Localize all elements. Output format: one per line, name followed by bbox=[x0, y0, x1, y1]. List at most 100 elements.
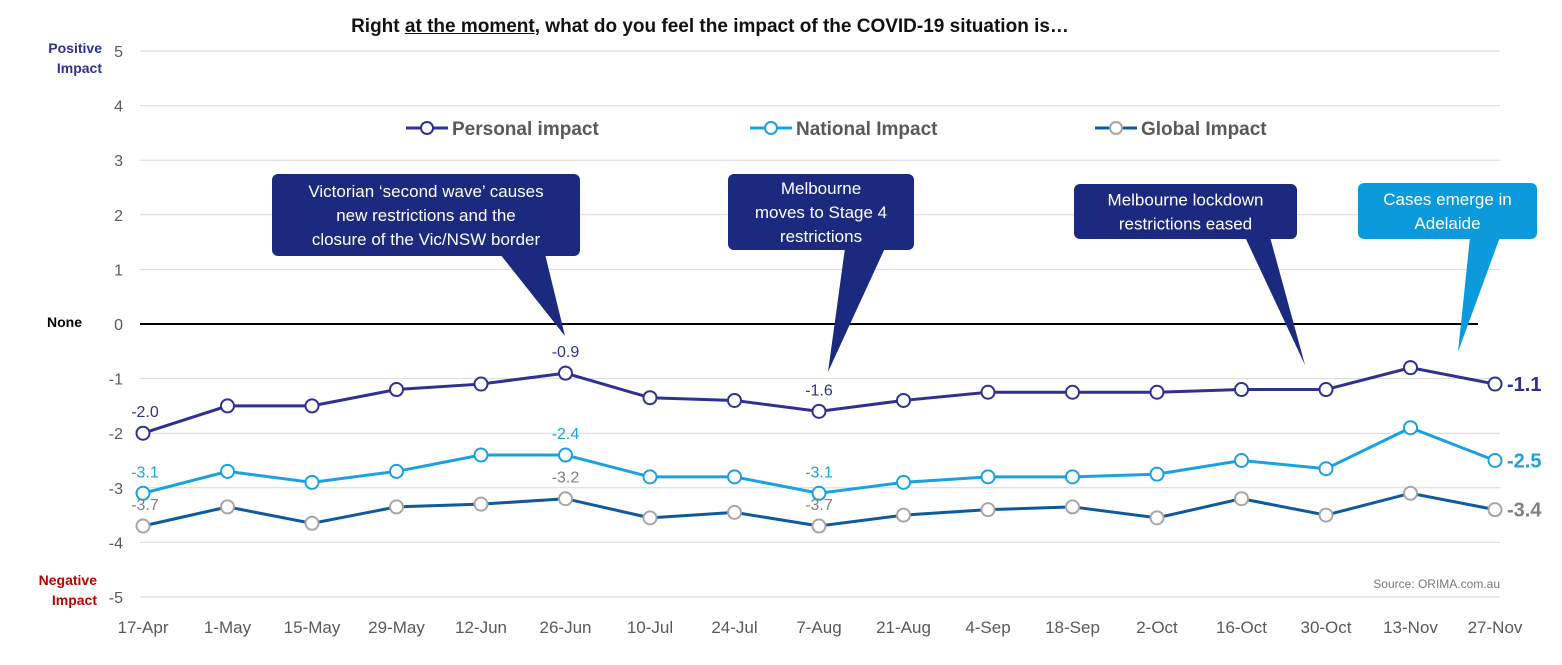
data-point bbox=[1403, 485, 1418, 501]
callout-box bbox=[728, 174, 914, 250]
data-point bbox=[980, 384, 996, 400]
y-tick-label: 3 bbox=[114, 153, 123, 170]
data-point bbox=[896, 392, 911, 408]
end-label: -1.1 bbox=[1507, 374, 1541, 396]
data-point bbox=[642, 510, 658, 526]
data-label: -0.9 bbox=[552, 344, 580, 361]
data-point bbox=[727, 469, 742, 485]
callout-box bbox=[1358, 183, 1537, 239]
x-tick-label: 21-Aug bbox=[876, 618, 931, 637]
data-point bbox=[1149, 466, 1165, 482]
x-tick-label: 27-Nov bbox=[1468, 618, 1523, 637]
data-label: -2.0 bbox=[131, 404, 159, 421]
y-tick-label: 1 bbox=[114, 262, 123, 279]
data-point bbox=[304, 515, 320, 531]
data-point bbox=[727, 504, 742, 520]
data-point bbox=[1065, 469, 1080, 485]
x-tick-label: 29-May bbox=[368, 618, 425, 637]
data-point bbox=[1234, 491, 1249, 507]
end-label: -2.5 bbox=[1507, 451, 1541, 473]
source-note: Source: ORIMA.com.au bbox=[1373, 577, 1500, 591]
y-tick-label: -3 bbox=[109, 481, 123, 498]
legend-marker bbox=[420, 121, 434, 135]
legend-label: Personal impact bbox=[452, 119, 599, 140]
data-point bbox=[220, 499, 235, 515]
positive-impact-label: Positive Impact bbox=[48, 40, 102, 76]
callout-text: Melbourne lockdown bbox=[1108, 191, 1264, 210]
legend-label: National Impact bbox=[796, 119, 938, 140]
data-point bbox=[1487, 376, 1503, 392]
legend-label: Global Impact bbox=[1141, 119, 1267, 140]
x-tick-label: 10-Jul bbox=[627, 618, 673, 637]
data-point bbox=[811, 403, 827, 419]
x-tick-label: 26-Jun bbox=[540, 618, 592, 637]
x-tick-label: 4-Sep bbox=[965, 618, 1010, 637]
data-point bbox=[1234, 382, 1249, 398]
data-point bbox=[304, 398, 320, 414]
data-point bbox=[1318, 461, 1334, 477]
data-point bbox=[1149, 384, 1165, 400]
y-tick-label: -5 bbox=[109, 590, 123, 607]
data-point bbox=[389, 499, 404, 515]
data-point bbox=[389, 382, 404, 398]
data-point bbox=[980, 502, 996, 518]
callout-box bbox=[1074, 184, 1297, 239]
x-tick-label: 15-May bbox=[284, 618, 341, 637]
callout-text: Victorian ‘second wave’ causes bbox=[308, 182, 543, 201]
data-point bbox=[642, 469, 658, 485]
callout-text: Melbourne bbox=[781, 179, 861, 198]
data-label: -3.7 bbox=[131, 497, 159, 514]
legend-marker bbox=[764, 121, 778, 135]
x-tick-label: 12-Jun bbox=[455, 618, 507, 637]
x-tick-label: 2-Oct bbox=[1136, 618, 1178, 637]
data-point bbox=[1065, 384, 1080, 400]
y-tick-label: 5 bbox=[114, 44, 123, 61]
none-label: None bbox=[47, 314, 82, 330]
callout-text: moves to Stage 4 bbox=[755, 203, 887, 222]
data-point bbox=[1487, 453, 1503, 468]
callout-text: restrictions bbox=[780, 227, 862, 246]
data-point bbox=[896, 507, 911, 523]
title-underlined-phrase: at the moment bbox=[404, 16, 535, 37]
data-point bbox=[389, 463, 404, 479]
y-tick-label: -4 bbox=[109, 535, 123, 552]
data-point bbox=[642, 390, 658, 406]
data-point bbox=[811, 485, 827, 501]
x-tick-label: 18-Sep bbox=[1045, 618, 1100, 637]
x-tick-label: 7-Aug bbox=[796, 618, 841, 637]
y-tick-label: -1 bbox=[109, 372, 123, 389]
x-tick-label: 30-Oct bbox=[1300, 618, 1351, 637]
data-point bbox=[135, 485, 151, 501]
callout-text: Cases emerge in bbox=[1383, 190, 1512, 209]
data-point bbox=[1403, 360, 1418, 376]
data-point bbox=[220, 398, 235, 414]
data-point bbox=[1318, 382, 1334, 398]
data-point bbox=[811, 518, 827, 534]
data-point bbox=[1487, 502, 1503, 518]
data-point bbox=[558, 447, 573, 463]
x-tick-label: 13-Nov bbox=[1383, 618, 1438, 637]
legend-marker bbox=[1109, 121, 1123, 135]
negative-impact-label: Negative Impact bbox=[38, 572, 97, 608]
x-tick-label: 24-Jul bbox=[711, 618, 757, 637]
data-point bbox=[1318, 507, 1334, 523]
data-point bbox=[727, 392, 742, 408]
data-point bbox=[1403, 420, 1418, 436]
x-tick-label: 1-May bbox=[204, 618, 252, 637]
data-point bbox=[135, 518, 151, 534]
callout-text: new restrictions and the bbox=[336, 206, 516, 225]
data-point bbox=[473, 447, 489, 463]
x-tick-label: 16-Oct bbox=[1216, 618, 1267, 637]
data-point bbox=[1149, 510, 1165, 526]
callout-pointer bbox=[828, 248, 885, 372]
end-label: -3.4 bbox=[1507, 500, 1542, 522]
data-point bbox=[473, 376, 489, 392]
data-point bbox=[980, 469, 996, 485]
data-label: -3.1 bbox=[805, 464, 833, 481]
callout-box bbox=[272, 174, 580, 256]
callout-text: closure of the Vic/NSW border bbox=[312, 230, 541, 249]
data-label: -2.4 bbox=[552, 426, 580, 443]
data-point bbox=[1234, 453, 1249, 468]
data-point bbox=[558, 491, 573, 507]
data-point bbox=[220, 463, 235, 479]
